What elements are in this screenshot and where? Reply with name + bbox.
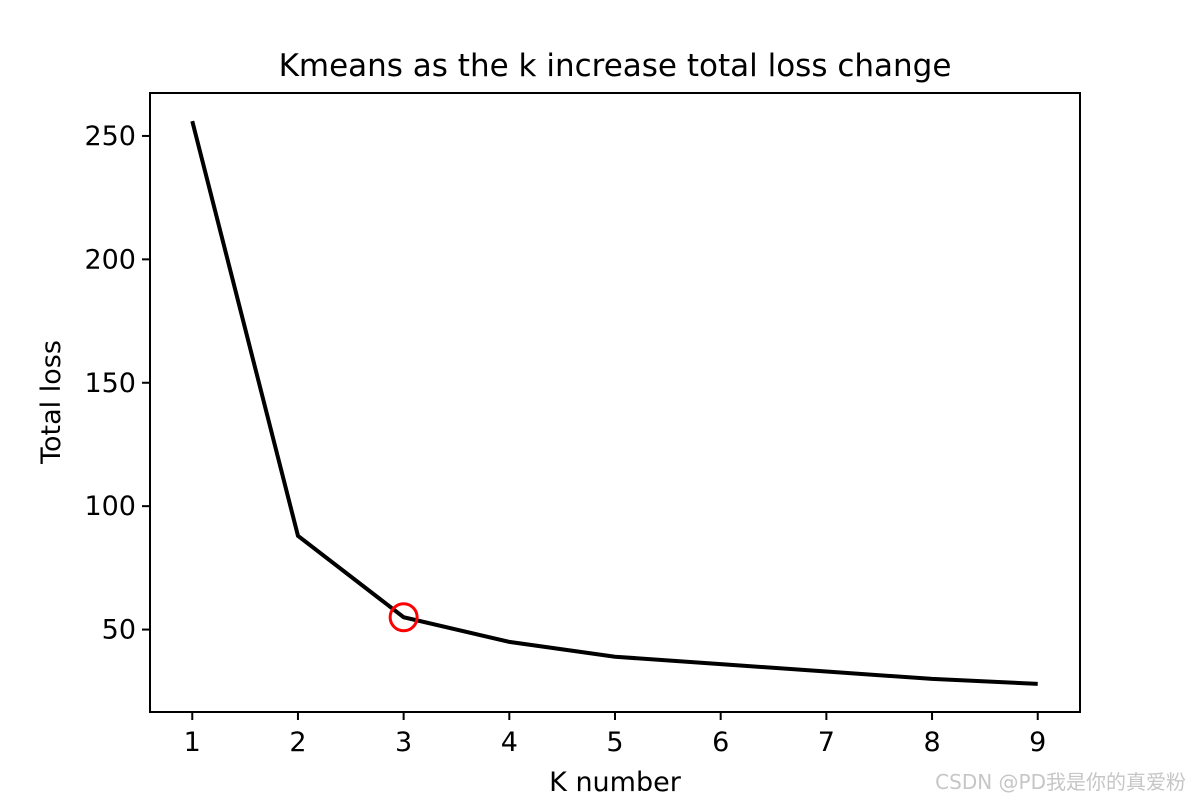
y-axis-label: Total loss — [36, 340, 67, 465]
chart-title: Kmeans as the k increase total loss chan… — [279, 48, 952, 84]
x-axis-ticks: 1 2 3 4 5 6 7 8 9 — [184, 712, 1046, 758]
x-tick-label: 7 — [818, 727, 835, 758]
x-axis-label: K number — [549, 767, 682, 798]
y-tick-label: 50 — [102, 615, 136, 646]
y-axis-ticks: 50 100 150 200 250 — [84, 121, 150, 646]
plot-area-border — [149, 92, 1081, 713]
total-loss-curve — [190, 120, 1038, 686]
x-tick-label: 9 — [1029, 727, 1046, 758]
x-tick-label: 2 — [289, 727, 306, 758]
y-tick-label: 150 — [84, 368, 136, 399]
y-tick-label: 100 — [84, 491, 136, 522]
x-tick-label: 3 — [395, 727, 412, 758]
x-tick-label: 1 — [184, 727, 201, 758]
x-tick-label: 6 — [712, 727, 729, 758]
watermark: CSDN @PD我是你的真爱粉 — [935, 770, 1186, 794]
x-tick-label: 4 — [501, 727, 518, 758]
y-tick-label: 250 — [84, 121, 136, 152]
y-tick-label: 200 — [84, 244, 136, 275]
x-tick-label: 5 — [606, 727, 623, 758]
x-tick-label: 8 — [923, 727, 940, 758]
elbow-circle-annotation — [388, 602, 419, 633]
